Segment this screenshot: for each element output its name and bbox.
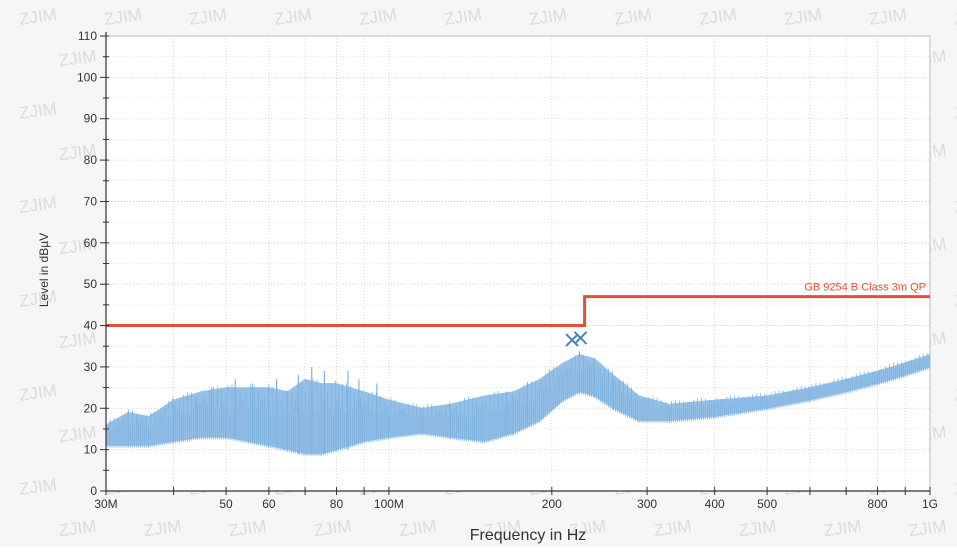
x-tick-label: 60 xyxy=(262,497,276,511)
y-tick-label: 20 xyxy=(84,401,98,415)
watermark-text: ZJIM xyxy=(953,5,957,29)
x-tick-label: 800 xyxy=(868,497,888,511)
y-tick-label: 0 xyxy=(90,484,97,498)
limit-layer: GB 9254 B Class 3m QP xyxy=(106,282,930,327)
peak-marker-stroke xyxy=(573,331,588,345)
x-tick-label: 80 xyxy=(330,497,344,511)
y-tick-label: 80 xyxy=(84,153,98,167)
y-tick-label: 100 xyxy=(77,70,97,84)
x-tick-label: 300 xyxy=(637,497,657,511)
x-tick-label: 30M xyxy=(94,497,117,511)
y-tick-label: 10 xyxy=(84,443,98,457)
peak-marker xyxy=(573,331,588,345)
peak-marker xyxy=(565,333,579,347)
watermark-text: ZJIM xyxy=(953,475,957,499)
watermark-text: ZJIM xyxy=(953,193,957,217)
y-tick-label: 50 xyxy=(84,277,98,291)
x-tick-label: 1G xyxy=(922,497,938,511)
limit-line-label: GB 9254 B Class 3m QP xyxy=(804,282,926,294)
watermark-text: ZJIM xyxy=(953,99,957,123)
marker-layer xyxy=(565,331,588,347)
y-tick-label: 70 xyxy=(84,194,98,208)
x-tick-label: 50 xyxy=(219,497,233,511)
y-axis-label: Level in dBµV xyxy=(37,233,51,307)
x-axis-label: Frequency in Hz xyxy=(470,527,587,544)
y-tick-label: 60 xyxy=(84,236,98,250)
axes-layer: 0 10 20 30 40 50 60 70 80 90 100 110 30M 50 60 80 100M 20… xyxy=(77,29,938,511)
y-tick-label: 90 xyxy=(84,112,98,126)
y-tick-label: 40 xyxy=(84,319,98,333)
limit-line xyxy=(106,295,930,327)
x-tick-label: 500 xyxy=(757,497,777,511)
peak-marker-stroke xyxy=(565,333,579,347)
x-tick-label: 200 xyxy=(542,497,562,511)
x-tick-label: 400 xyxy=(705,497,725,511)
series-layer xyxy=(105,351,931,456)
y-tick-label: 30 xyxy=(84,360,98,374)
y-tick-label: 110 xyxy=(78,29,97,43)
x-tick-label: 100M xyxy=(374,497,404,511)
watermark-text: ZJIM xyxy=(953,381,957,405)
watermark-text: ZJIM xyxy=(953,287,957,311)
